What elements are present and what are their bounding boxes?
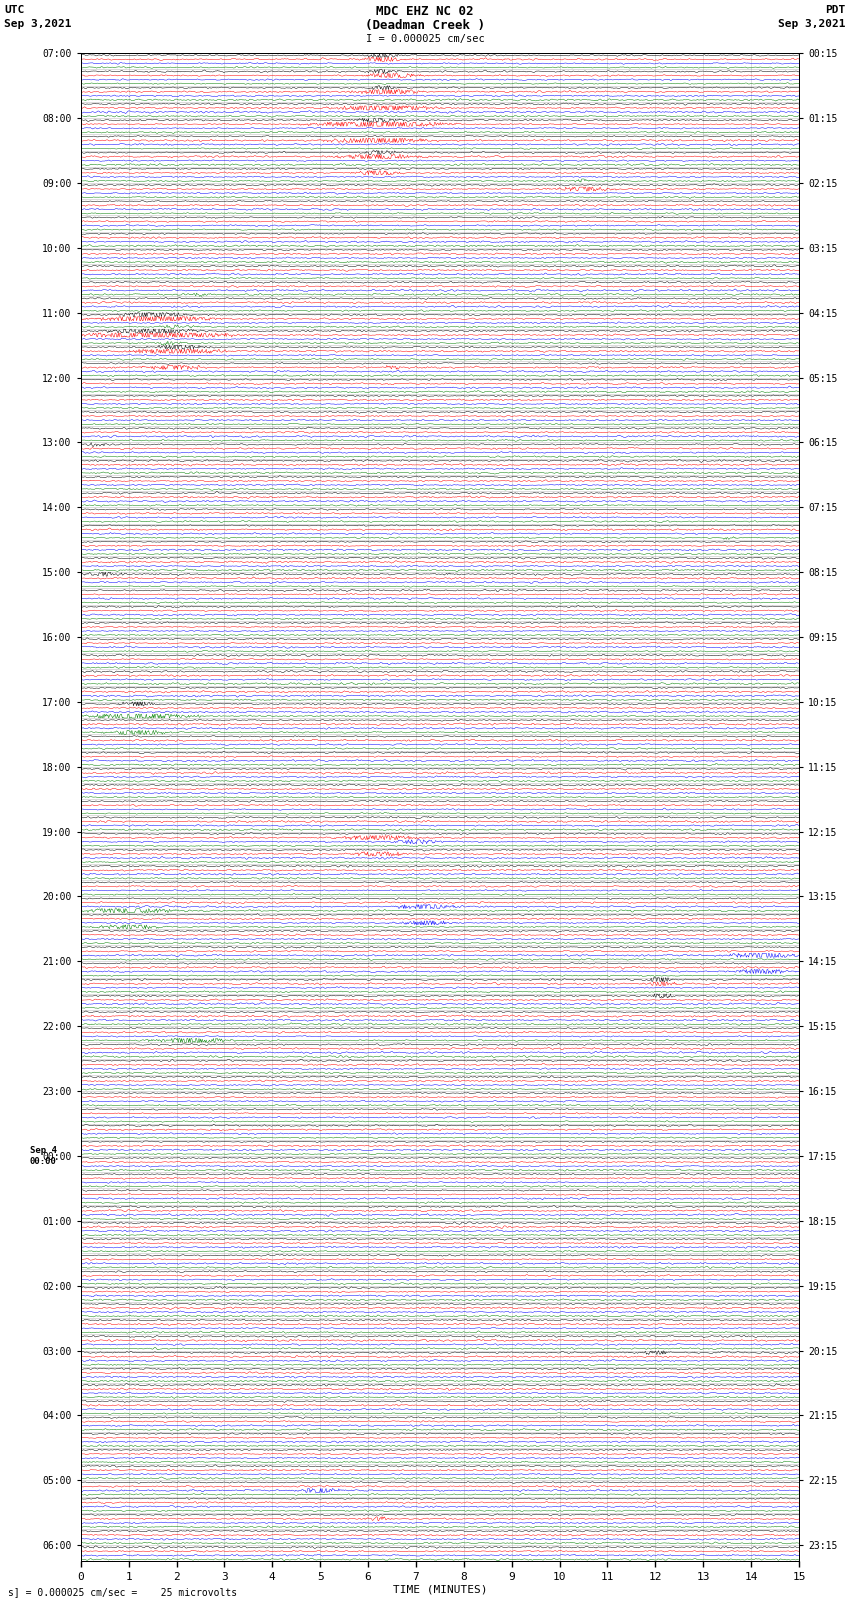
Text: I = 0.000025 cm/sec: I = 0.000025 cm/sec xyxy=(366,34,484,44)
Text: MDC EHZ NC 02: MDC EHZ NC 02 xyxy=(377,5,473,18)
Text: s] = 0.000025 cm/sec =    25 microvolts: s] = 0.000025 cm/sec = 25 microvolts xyxy=(8,1587,238,1597)
Text: UTC: UTC xyxy=(4,5,25,15)
Text: (Deadman Creek ): (Deadman Creek ) xyxy=(365,19,485,32)
Text: Sep 4
00:00: Sep 4 00:00 xyxy=(30,1147,57,1166)
Text: PDT: PDT xyxy=(825,5,846,15)
Text: Sep 3,2021: Sep 3,2021 xyxy=(779,19,846,29)
Text: Sep 3,2021: Sep 3,2021 xyxy=(4,19,71,29)
X-axis label: TIME (MINUTES): TIME (MINUTES) xyxy=(393,1584,487,1595)
